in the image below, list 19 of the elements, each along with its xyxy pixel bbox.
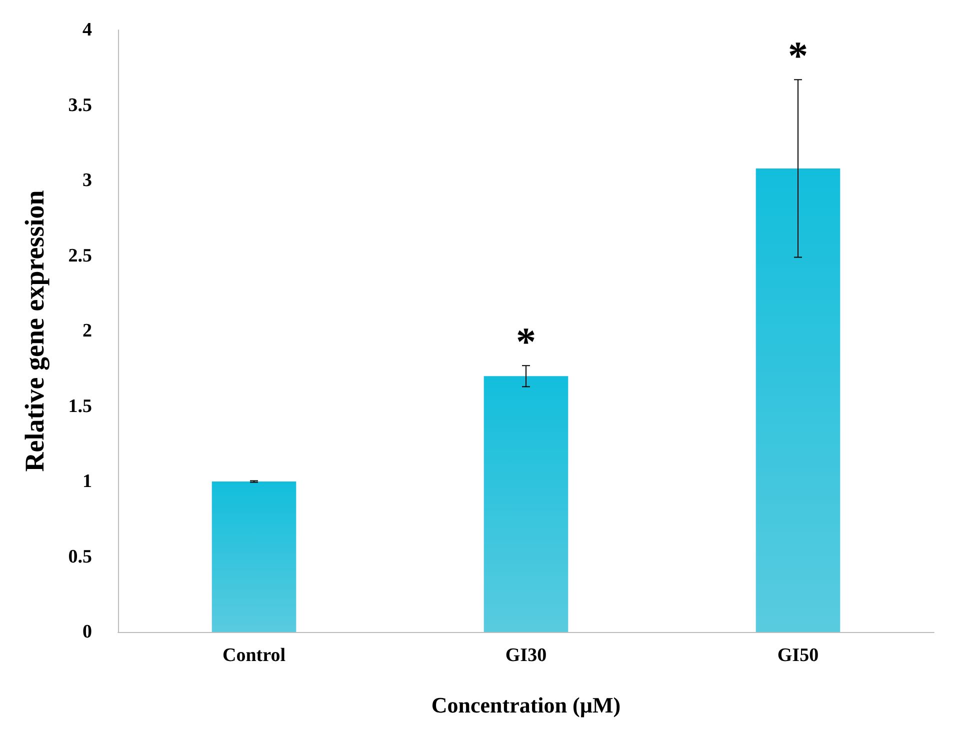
y-tick-label: 2 [82,320,92,342]
y-tick-label: 3 [82,170,92,191]
y-tick-label: 4 [82,20,92,40]
y-tick-label: 3.5 [68,94,92,116]
y-tick-label: 1.5 [68,396,92,417]
x-tick-label: GI30 [505,645,547,666]
y-tick-label: 0.5 [68,546,92,568]
annotation: * [788,33,808,78]
x-axis-title: Concentration (µM) [431,692,621,718]
bar [756,168,840,632]
y-tick-label: 1 [82,471,92,492]
annotation: * [516,319,536,364]
y-tick-label: 2.5 [68,245,92,266]
x-tick-label: GI50 [777,645,819,666]
bar [212,482,296,632]
x-tick-label: Control [222,645,286,666]
y-axis-title: Relative gene expression [20,190,50,472]
y-tick-label: 0 [82,622,92,642]
bar [484,376,568,632]
